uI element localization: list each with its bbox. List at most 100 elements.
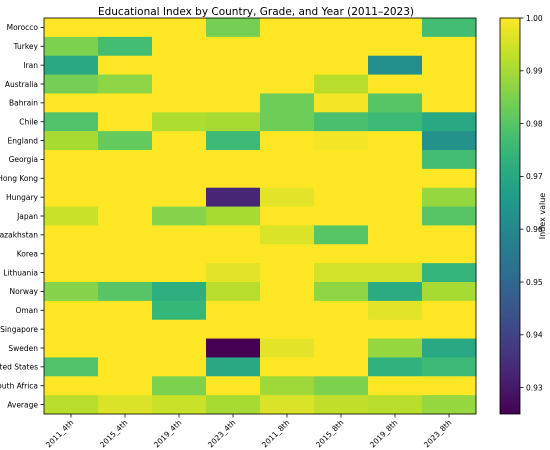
heatmap-cell bbox=[44, 319, 99, 339]
heatmap-cell bbox=[44, 357, 99, 377]
heatmap-cell bbox=[368, 150, 423, 170]
heatmap-cell bbox=[422, 282, 477, 302]
heatmap-cell bbox=[206, 74, 261, 94]
heatmap-cell bbox=[422, 395, 477, 415]
y-tick-label: Iran bbox=[23, 61, 38, 70]
heatmap-cell bbox=[422, 131, 477, 151]
heatmap-cell bbox=[368, 187, 423, 207]
colorbar-tick-label: 1.00 bbox=[526, 14, 543, 23]
y-tick-label: Average bbox=[7, 400, 38, 409]
heatmap-cell bbox=[260, 244, 315, 264]
x-tick-label: 2015_8th bbox=[314, 418, 346, 450]
x-axis: 2011_4th 2015_4th 2019_4th 2023_4th 2011_8th… bbox=[44, 414, 454, 449]
heatmap-cell bbox=[314, 319, 369, 339]
heatmap-cell bbox=[422, 18, 477, 38]
y-tick-label: Turkey bbox=[13, 42, 39, 51]
heatmap-cell bbox=[98, 300, 153, 321]
heatmap-cell bbox=[44, 376, 99, 396]
y-tick-label: South Africa bbox=[0, 382, 38, 391]
heatmap-cell bbox=[260, 357, 315, 377]
heatmap-cell bbox=[152, 74, 207, 94]
colorbar-tick-label: 0.96 bbox=[526, 225, 543, 234]
heatmap-cell bbox=[314, 93, 369, 113]
heatmap-cell bbox=[206, 187, 261, 207]
heatmap-cell bbox=[314, 206, 369, 226]
heatmap-cell bbox=[422, 263, 477, 283]
heatmap-cell bbox=[98, 376, 153, 396]
heatmap-cell bbox=[260, 206, 315, 226]
heatmap-cell bbox=[260, 74, 315, 94]
heatmap-cell bbox=[206, 112, 261, 132]
heatmap-cell bbox=[368, 112, 423, 132]
colorbar-axis: 0.93 0.94 0.95 0.96 0.97 0.98 0.99 1.00 bbox=[520, 14, 543, 392]
heatmap-cell bbox=[314, 74, 369, 94]
heatmap-cell bbox=[260, 319, 315, 339]
heatmap-cell bbox=[44, 395, 99, 415]
heatmap-cell bbox=[152, 395, 207, 415]
heatmap-cell bbox=[206, 300, 261, 321]
heatmap-cell bbox=[98, 263, 153, 283]
heatmap-cell bbox=[98, 168, 153, 189]
heatmap-cell bbox=[314, 282, 369, 302]
y-tick-label: Lithuania bbox=[3, 268, 38, 277]
heatmap-cell bbox=[314, 150, 369, 170]
x-tick-label: 2023_8th bbox=[422, 418, 454, 450]
heatmap-cell bbox=[206, 18, 261, 38]
heatmap-cell bbox=[152, 225, 207, 245]
heatmap-cell bbox=[44, 150, 99, 170]
heatmap-cell bbox=[206, 244, 261, 264]
heatmap-cell bbox=[152, 263, 207, 283]
heatmap-cell bbox=[422, 55, 477, 75]
heatmap-cell bbox=[152, 187, 207, 207]
y-tick-label: Chile bbox=[19, 118, 38, 127]
heatmap-cell bbox=[44, 93, 99, 113]
heatmap-cell bbox=[368, 93, 423, 113]
colorbar-label: Index value bbox=[538, 193, 547, 239]
heatmap-cell bbox=[44, 36, 99, 57]
heatmap-cell bbox=[368, 225, 423, 245]
y-tick-label: Sweden bbox=[8, 344, 38, 353]
heatmap-cell bbox=[206, 36, 261, 57]
heatmap-cell bbox=[422, 357, 477, 377]
heatmap-cell bbox=[206, 319, 261, 339]
heatmap-cell bbox=[422, 74, 477, 94]
heatmap-cell bbox=[206, 168, 261, 189]
heatmap-cell bbox=[260, 18, 315, 38]
heatmap-cell bbox=[206, 357, 261, 377]
heatmap-cell bbox=[314, 18, 369, 38]
heatmap-cell bbox=[368, 206, 423, 226]
y-tick-label: Norway bbox=[10, 287, 39, 296]
heatmap-cell bbox=[152, 150, 207, 170]
heatmap-cell bbox=[152, 319, 207, 339]
heatmap-cell bbox=[206, 131, 261, 151]
heatmap-cell bbox=[422, 36, 477, 57]
heatmap-cell bbox=[206, 225, 261, 245]
heatmap-cell bbox=[260, 187, 315, 207]
heatmap-cell bbox=[260, 263, 315, 283]
heatmap-cell bbox=[206, 282, 261, 302]
y-axis: Morocco Turkey Iran Australia Bahrain Chile En… bbox=[0, 23, 44, 409]
heatmap-cell bbox=[260, 93, 315, 113]
y-tick-label: United States bbox=[0, 363, 38, 372]
heatmap-cell bbox=[368, 74, 423, 94]
heatmap-cell bbox=[98, 93, 153, 113]
heatmap-cell bbox=[44, 263, 99, 283]
heatmap-cell bbox=[98, 74, 153, 94]
heatmap-cell bbox=[44, 18, 99, 38]
heatmap-cell bbox=[422, 187, 477, 207]
heatmap-cell bbox=[260, 168, 315, 189]
x-tick-label: 2023_4th bbox=[206, 418, 238, 450]
heatmap-cell bbox=[44, 206, 99, 226]
heatmap-cell bbox=[422, 376, 477, 396]
heatmap-cell bbox=[98, 131, 153, 151]
y-tick-label: Bahrain bbox=[9, 99, 38, 108]
colorbar-tick-label: 0.98 bbox=[526, 119, 543, 128]
x-tick-label: 2011_8th bbox=[260, 418, 292, 450]
colorbar-tick-label: 0.97 bbox=[526, 172, 543, 181]
heatmap-cell bbox=[98, 338, 153, 358]
y-tick-label: Hungary bbox=[6, 193, 39, 202]
heatmap-cell bbox=[152, 168, 207, 189]
heatmap-cell bbox=[422, 206, 477, 226]
heatmap-cell bbox=[314, 112, 369, 132]
chart-title: Educational Index by Country, Grade, and… bbox=[98, 6, 414, 18]
